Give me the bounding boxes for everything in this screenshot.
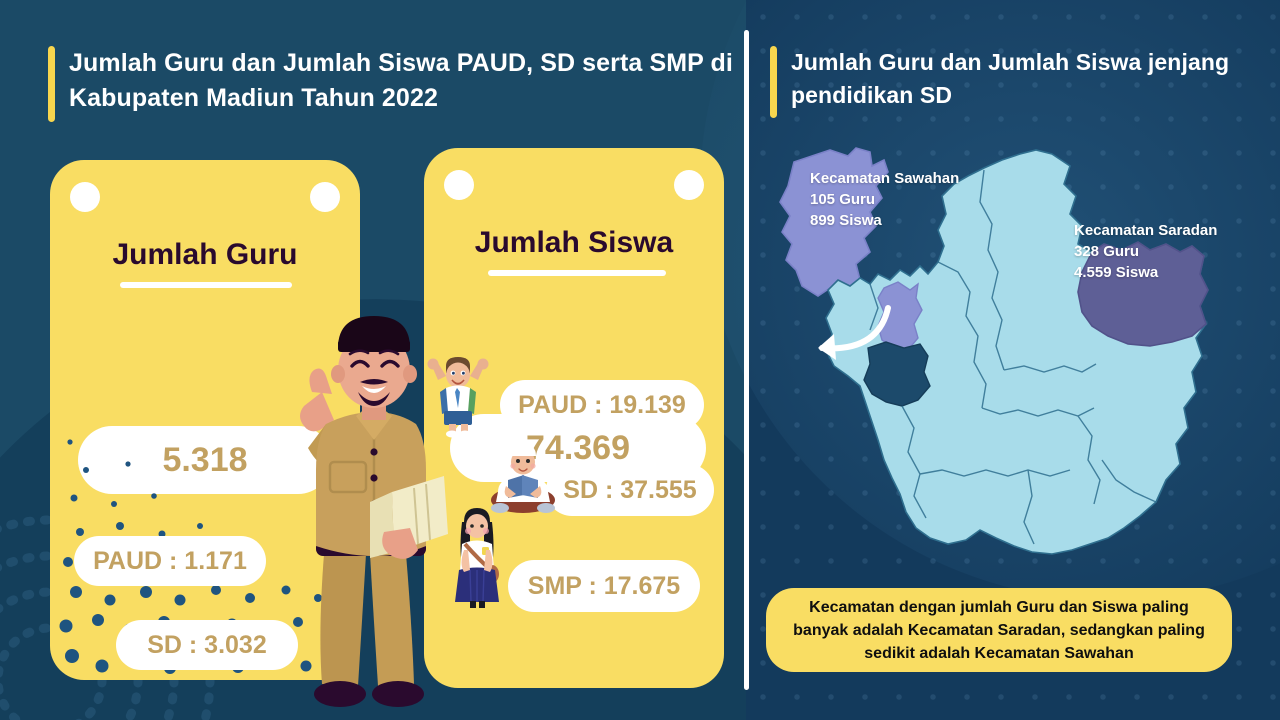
map-label-sawahan-name: Kecamatan Sawahan (810, 170, 960, 187)
map-label-sawahan-teachers: 105 Guru (810, 191, 876, 208)
map-label-sawahan-students: 899 Siswa (810, 212, 882, 229)
student-girl-illustration (455, 508, 499, 608)
card-siswa-row-sd: SD : 37.555 (546, 464, 714, 516)
map-svg (779, 147, 1209, 555)
map-summary-callout: Kecamatan dengan jumlah Guru dan Siswa p… (766, 588, 1232, 672)
card-hole-right-icon (674, 170, 704, 200)
map-label-saradan-teachers: 328 Guru (1074, 243, 1140, 260)
teacher-illustration (300, 316, 448, 707)
panel-divider (744, 30, 749, 690)
map-label-saradan-students: 4.559 Siswa (1074, 264, 1159, 281)
card-guru-row-paud: PAUD : 1.171 (74, 536, 266, 586)
card-hole-right-icon (310, 182, 340, 212)
map-region-sawahan-onmap (877, 281, 923, 351)
map-label-saradan-name: Kecamatan Saradan (1074, 222, 1218, 239)
card-siswa-row-paud: PAUD : 19.139 (500, 380, 704, 430)
card-guru-total: 5.318 (78, 426, 332, 494)
card-guru-row-sd: SD : 3.032 (116, 620, 298, 670)
card-jumlah-guru: Jumlah Guru 5.318 PAUD : 1 (50, 160, 360, 680)
map-summary-callout-text: Kecamatan dengan jumlah Guru dan Siswa p… (793, 598, 1205, 662)
left-title-text: Jumlah Guru dan Jumlah Siswa PAUD, SD se… (69, 49, 733, 112)
card-hole-left-icon (444, 170, 474, 200)
card-guru-title: Jumlah Guru (112, 238, 298, 271)
map-label-saradan: Kecamatan Saradan 328 Guru 4.559 Siswa (1074, 220, 1217, 283)
student-boy-illustration (427, 357, 489, 438)
card-hole-left-icon (70, 182, 100, 212)
card-siswa-divider (488, 270, 666, 276)
map-region-saradan (1077, 241, 1209, 347)
kabupaten-madiun-map: Kecamatan Sawahan 105 Guru 899 Siswa Kec… (752, 140, 1252, 572)
map-callout-arrow (818, 305, 891, 360)
title-accent-bar (48, 46, 55, 122)
map-district-boundaries (869, 169, 1157, 545)
map-region-sawahan-inset (779, 147, 889, 297)
map-region-dark-district (863, 341, 931, 407)
map-label-sawahan: Kecamatan Sawahan 105 Guru 899 Siswa (810, 168, 959, 231)
card-guru-divider (120, 282, 292, 288)
card-siswa-row-smp: SMP : 17.675 (508, 560, 700, 612)
card-siswa-title: Jumlah Siswa (474, 226, 674, 259)
student-reading-illustration (491, 442, 555, 513)
left-panel-title: Jumlah Guru dan Jumlah Siswa PAUD, SD se… (48, 46, 738, 122)
right-title-text: Jumlah Guru dan Jumlah Siswa jenjang pen… (791, 49, 1230, 108)
right-panel-title: Jumlah Guru dan Jumlah Siswa jenjang pen… (770, 46, 1240, 118)
title-accent-bar (770, 46, 777, 118)
